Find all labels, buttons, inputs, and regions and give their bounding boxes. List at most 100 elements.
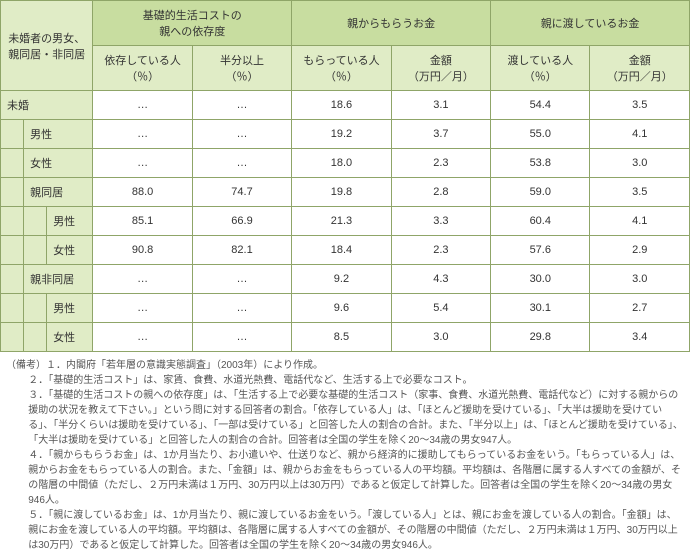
- cell: 54.4: [491, 91, 590, 120]
- cell: 4.1: [590, 120, 690, 149]
- row-stub: [1, 236, 24, 265]
- col-sub-1R: 金額 （万円／月）: [391, 46, 490, 91]
- col-group-0: 基礎的生活コストの 親への依存度: [93, 1, 292, 46]
- cell: …: [192, 91, 291, 120]
- cell: …: [192, 323, 291, 352]
- row-stub: [1, 323, 24, 352]
- footnote-text: ４．「親からもらうお金」は、1か月当たり、お小遣いや、仕送りなど、親から経済的に…: [28, 448, 686, 508]
- row-label: 女性: [47, 236, 93, 265]
- cell: 18.4: [292, 236, 391, 265]
- cell: 66.9: [192, 207, 291, 236]
- cell: 53.8: [491, 149, 590, 178]
- cell: 2.7: [590, 294, 690, 323]
- cell: 55.0: [491, 120, 590, 149]
- cell: 30.1: [491, 294, 590, 323]
- row-stub: [1, 178, 24, 207]
- cell: 3.5: [590, 178, 690, 207]
- cell: 21.3: [292, 207, 391, 236]
- cell: 3.0: [590, 265, 690, 294]
- row-label: 男性: [47, 207, 93, 236]
- footnote-text: ３．「基礎的生活コストの親への依存度」は、「生活する上で必要な基礎的生活コスト（…: [28, 388, 686, 448]
- cell: 4.3: [391, 265, 490, 294]
- cell: 30.0: [491, 265, 590, 294]
- cell: …: [93, 91, 192, 120]
- col-sub-2R: 金額 （万円／月）: [590, 46, 690, 91]
- cell: 4.1: [590, 207, 690, 236]
- row-label: 親同居: [24, 178, 93, 207]
- cell: …: [93, 265, 192, 294]
- cell: …: [93, 323, 192, 352]
- cell: 3.3: [391, 207, 490, 236]
- row-stub: [1, 120, 24, 149]
- cell: 3.0: [391, 323, 490, 352]
- row-label: 親非同居: [24, 265, 93, 294]
- cell: 85.1: [93, 207, 192, 236]
- table-row: 男性……9.65.430.12.7: [1, 294, 690, 323]
- table-row: 親同居88.074.719.82.859.03.5: [1, 178, 690, 207]
- footnote-line: ５．「親に渡しているお金」は、1か月当たり、親に渡しているお金をいう。「渡してい…: [6, 508, 686, 553]
- col-sub-0R: 半分以上 （％）: [192, 46, 291, 91]
- cell: …: [93, 294, 192, 323]
- cell: 88.0: [93, 178, 192, 207]
- col-sub-2L: 渡している人 （％）: [491, 46, 590, 91]
- row-label: 女性: [24, 149, 93, 178]
- cell: 3.0: [590, 149, 690, 178]
- cell: 29.8: [491, 323, 590, 352]
- cell: 9.2: [292, 265, 391, 294]
- footnote-text: ５．「親に渡しているお金」は、1か月当たり、親に渡しているお金をいう。「渡してい…: [28, 508, 686, 553]
- cell: …: [93, 120, 192, 149]
- table-row: 親非同居……9.24.330.03.0: [1, 265, 690, 294]
- cell: 19.2: [292, 120, 391, 149]
- row-label: 女性: [47, 323, 93, 352]
- cell: …: [192, 149, 291, 178]
- row-stub: [1, 207, 24, 236]
- cell: 2.8: [391, 178, 490, 207]
- cell: 3.4: [590, 323, 690, 352]
- cell: 18.6: [292, 91, 391, 120]
- cell: 82.1: [192, 236, 291, 265]
- cell: 60.4: [491, 207, 590, 236]
- row-header: 未婚者の男女、 親同居・非同居: [1, 1, 93, 91]
- col-sub-0L: 依存している人 （％）: [93, 46, 192, 91]
- cell: 2.3: [391, 149, 490, 178]
- col-group-1: 親からもらうお金: [292, 1, 491, 46]
- footnotes: （備考）１．内閣府「若年層の意識実態調査」（2003年）により作成。 ２．「基礎…: [0, 352, 690, 559]
- footnote-line: ３．「基礎的生活コストの親への依存度」は、「生活する上で必要な基礎的生活コスト（…: [6, 388, 686, 448]
- table-row: 未婚……18.63.154.43.5: [1, 91, 690, 120]
- footnote-text: ２．「基礎的生活コスト」は、家賃、食費、水道光熱費、電話代など、生活する上で必要…: [28, 373, 686, 388]
- row-stub: [1, 265, 24, 294]
- cell: 8.5: [292, 323, 391, 352]
- footnote-head: （備考）: [6, 358, 46, 373]
- cell: …: [192, 294, 291, 323]
- cell: 59.0: [491, 178, 590, 207]
- row-stub: [24, 323, 47, 352]
- cell: …: [192, 120, 291, 149]
- footnote-text: １．内閣府「若年層の意識実態調査」（2003年）により作成。: [46, 358, 686, 373]
- cell: 19.8: [292, 178, 391, 207]
- cell: 3.5: [590, 91, 690, 120]
- cell: 74.7: [192, 178, 291, 207]
- row-label: 未婚: [1, 91, 93, 120]
- footnote-line: ４．「親からもらうお金」は、1か月当たり、お小遣いや、仕送りなど、親から経済的に…: [6, 448, 686, 508]
- col-sub-1L: もらっている人 （％）: [292, 46, 391, 91]
- footnote-line: （備考）１．内閣府「若年層の意識実態調査」（2003年）により作成。: [6, 358, 686, 373]
- cell: 3.7: [391, 120, 490, 149]
- cell: 18.0: [292, 149, 391, 178]
- col-group-2: 親に渡しているお金: [491, 1, 690, 46]
- table-row: 男性85.166.921.33.360.44.1: [1, 207, 690, 236]
- cell: 57.6: [491, 236, 590, 265]
- cell: 5.4: [391, 294, 490, 323]
- cell: 3.1: [391, 91, 490, 120]
- row-stub: [24, 294, 47, 323]
- cell: …: [192, 265, 291, 294]
- row-stub: [1, 149, 24, 178]
- row-label: 男性: [24, 120, 93, 149]
- row-stub: [1, 294, 24, 323]
- row-stub: [24, 236, 47, 265]
- footnote-line: ２．「基礎的生活コスト」は、家賃、食費、水道光熱費、電話代など、生活する上で必要…: [6, 373, 686, 388]
- row-stub: [24, 207, 47, 236]
- cell: …: [93, 149, 192, 178]
- data-table: 未婚者の男女、 親同居・非同居 基礎的生活コストの 親への依存度 親からもらうお…: [0, 0, 690, 352]
- row-label: 男性: [47, 294, 93, 323]
- table-row: 女性……18.02.353.83.0: [1, 149, 690, 178]
